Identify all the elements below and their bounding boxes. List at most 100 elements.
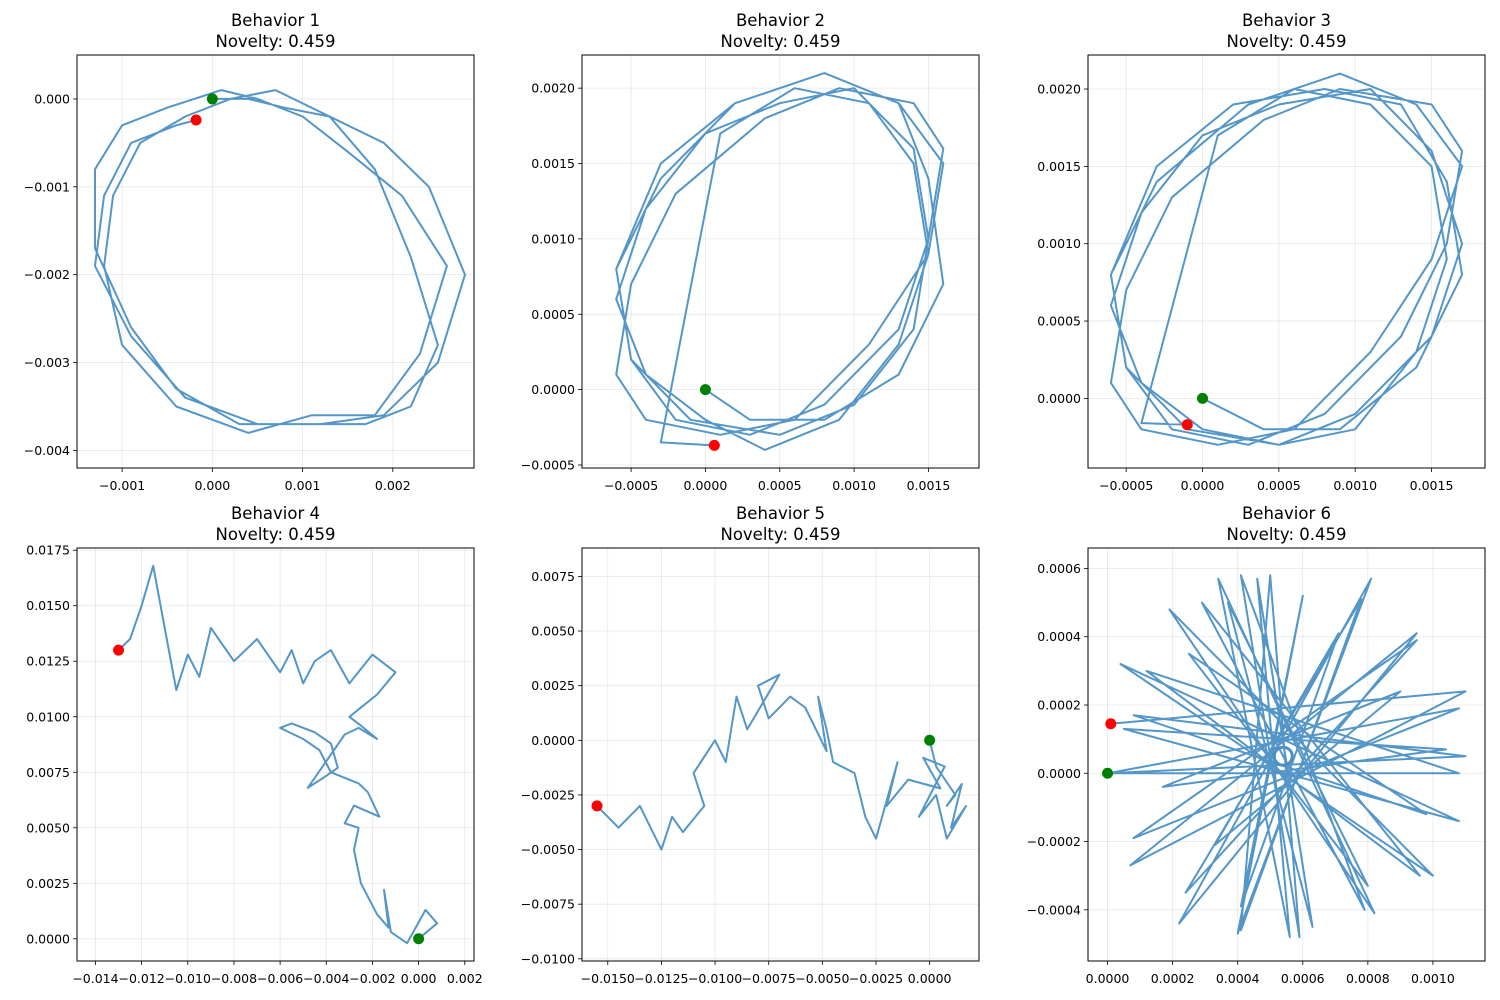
y-tick-label: 0.000: [34, 91, 70, 106]
x-tick-label: −0.008: [211, 971, 257, 986]
axes-frame: [1087, 54, 1486, 469]
subplot-1: −0.001 0.000 0.001 0.002 0.000 −0.001 −0.002 −0…: [24, 11, 475, 493]
subplot-subtitle: Novelty: 0.459: [720, 32, 840, 51]
y-tick-label: −0.002: [24, 267, 70, 282]
subplot-title: Behavior 1: [231, 11, 320, 30]
y-tick-label: 0.0020: [531, 81, 575, 96]
x-tick-label: −0.0075: [742, 971, 796, 986]
x-tick-label: −0.010: [165, 971, 211, 986]
x-tick-label: −0.0005: [1099, 478, 1153, 493]
x-tick-label: −0.0150: [581, 971, 635, 986]
subplot-title: Behavior 5: [736, 504, 825, 523]
x-tick-label: 0.0000: [1086, 971, 1130, 986]
y-tick-label: 0.0050: [531, 624, 575, 639]
subplot-subtitle: Novelty: 0.459: [1226, 32, 1346, 51]
y-tick-label: −0.0025: [521, 787, 575, 802]
x-tick-label: −0.0100: [688, 971, 742, 986]
y-tick-label: 0.0015: [1037, 159, 1081, 174]
start-point-marker: [1102, 767, 1114, 779]
y-tick-label: −0.001: [24, 179, 70, 194]
trajectory-line: [615, 72, 945, 451]
y-tick-label: 0.0025: [531, 678, 575, 693]
x-tick-label: 0.000: [194, 478, 230, 493]
x-tick-label: 0.0010: [832, 478, 876, 493]
trajectory-line: [94, 89, 466, 434]
subplot-subtitle: Novelty: 0.459: [215, 32, 335, 51]
y-tick-label: 0.0004: [1037, 629, 1081, 644]
x-tick-label: −0.002: [349, 971, 395, 986]
trajectory-line: [1109, 72, 1464, 446]
x-tick-label: −0.001: [99, 478, 145, 493]
start-point-marker: [924, 734, 936, 746]
y-tick-label: 0.0100: [26, 709, 70, 724]
y-tick-label: −0.0002: [1027, 834, 1081, 849]
x-tick-label: 0.0010: [1411, 971, 1455, 986]
x-tick-label: 0.0006: [1281, 971, 1325, 986]
y-tick-label: 0.0005: [1037, 314, 1081, 329]
start-point-marker: [206, 93, 218, 105]
subplot-subtitle: Novelty: 0.459: [720, 525, 840, 544]
subplot-title: Behavior 4: [231, 504, 320, 523]
axes-frame: [1087, 547, 1486, 962]
trajectory-center-loop: [1272, 745, 1294, 767]
x-tick-label: 0.0010: [1333, 478, 1377, 493]
x-tick-label: 0.0000: [908, 971, 952, 986]
x-tick-label: −0.0050: [795, 971, 849, 986]
x-tick-label: −0.006: [257, 971, 303, 986]
y-tick-label: 0.0010: [1037, 236, 1081, 251]
y-tick-label: 0.0050: [26, 820, 70, 835]
x-tick-label: 0.0002: [1151, 971, 1195, 986]
x-tick-label: −0.012: [118, 971, 164, 986]
subplot-title: Behavior 3: [1242, 11, 1331, 30]
subplot-subtitle: Novelty: 0.459: [215, 525, 335, 544]
trajectory-line: [1106, 574, 1467, 939]
end-point-marker: [591, 800, 603, 812]
y-tick-label: −0.0050: [521, 842, 575, 857]
axes-frame: [76, 547, 475, 962]
x-tick-label: 0.001: [285, 478, 321, 493]
y-tick-label: 0.0005: [531, 307, 575, 322]
start-point-marker: [413, 933, 425, 945]
x-tick-label: 0.002: [375, 478, 411, 493]
y-tick-label: 0.0025: [26, 876, 70, 891]
subplot-3: −0.0005 0.0000 0.0005 0.0010 0.0015 0.0020 0.0…: [1037, 11, 1486, 493]
y-tick-label: 0.0150: [26, 598, 70, 613]
y-tick-label: 0.0075: [26, 765, 70, 780]
y-tick-label: 0.0000: [26, 931, 70, 946]
end-point-marker: [1105, 718, 1117, 730]
trajectory-line: [596, 673, 968, 851]
x-tick-label: 0.0005: [758, 478, 802, 493]
subplot-title: Behavior 6: [1242, 504, 1331, 523]
x-tick-label: 0.0004: [1216, 971, 1260, 986]
y-tick-label: 0.0020: [1037, 82, 1081, 97]
end-point-marker: [190, 114, 202, 126]
x-tick-label: −0.0125: [634, 971, 688, 986]
start-point-marker: [699, 384, 711, 396]
x-tick-label: 0.0008: [1346, 971, 1390, 986]
end-point-marker: [113, 644, 125, 656]
subplot-6: 0.0000 0.0002 0.0004 0.0006 0.0008 0.0010 0.00…: [1027, 504, 1486, 986]
y-tick-label: −0.004: [24, 443, 70, 458]
subplot-5: −0.0150 −0.0125 −0.0100 −0.0075 −0.0050 −0.00…: [521, 504, 980, 986]
axes-frame: [581, 547, 980, 962]
x-tick-label: 0.0015: [1410, 478, 1454, 493]
subplot-2: −0.0005 0.0000 0.0005 0.0010 0.0015 0.0020 0.0…: [521, 11, 980, 493]
y-tick-label: 0.0006: [1037, 561, 1081, 576]
x-tick-label: 0.0015: [907, 478, 951, 493]
y-tick-label: 0.0125: [26, 654, 70, 669]
y-tick-label: −0.0100: [521, 951, 575, 966]
end-point-marker: [708, 439, 720, 451]
y-tick-label: 0.0010: [531, 231, 575, 246]
x-tick-label: 0.0000: [1181, 478, 1225, 493]
y-tick-label: 0.0175: [26, 543, 70, 558]
y-tick-label: 0.0000: [531, 733, 575, 748]
subplot-subtitle: Novelty: 0.459: [1226, 525, 1346, 544]
start-point-marker: [1197, 392, 1209, 404]
y-tick-label: −0.0075: [521, 897, 575, 912]
axes-frame: [581, 54, 980, 469]
y-tick-label: −0.0004: [1027, 902, 1081, 917]
x-tick-label: 0.0000: [684, 478, 728, 493]
y-tick-label: 0.0000: [1037, 766, 1081, 781]
x-tick-label: 0.000: [401, 971, 437, 986]
